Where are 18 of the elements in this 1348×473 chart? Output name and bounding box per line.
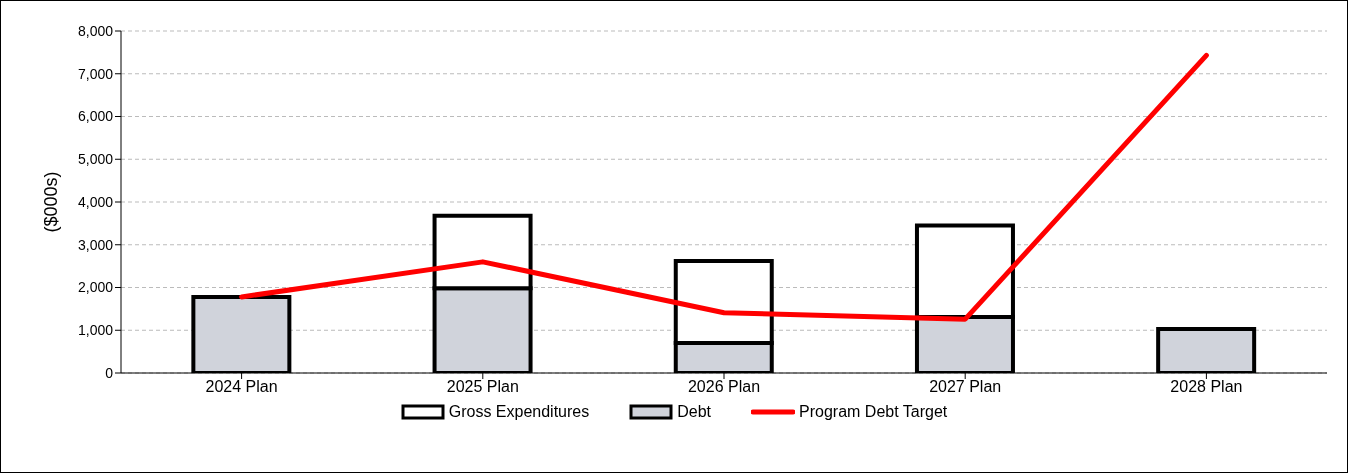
x-tick-label: 2027 Plan [929, 378, 1002, 396]
y-tick-label: 4,000 [77, 193, 114, 210]
x-tick-label: 2025 Plan [446, 378, 519, 396]
y-tick-label: 2,000 [77, 279, 114, 296]
y-axis-title: ($000s) [41, 171, 62, 233]
legend-label: Program Debt Target [799, 403, 948, 421]
y-tick-label: 8,000 [77, 22, 114, 39]
legend-label: Debt [677, 403, 712, 421]
y-tick-label: 3,000 [77, 236, 114, 253]
y-tick-label: 7,000 [77, 65, 114, 82]
y-tick-label: 0 [105, 364, 114, 381]
x-tick-label: 2024 Plan [205, 378, 278, 396]
y-tick-label: 1,000 [77, 322, 114, 339]
y-tick-label: 5,000 [77, 151, 114, 168]
y-tick-label: 6,000 [77, 108, 114, 125]
legend-label: Gross Expenditures [448, 403, 590, 421]
x-tick-label: 2026 Plan [687, 378, 761, 396]
x-tick-label: 2028 Plan [1170, 378, 1243, 396]
